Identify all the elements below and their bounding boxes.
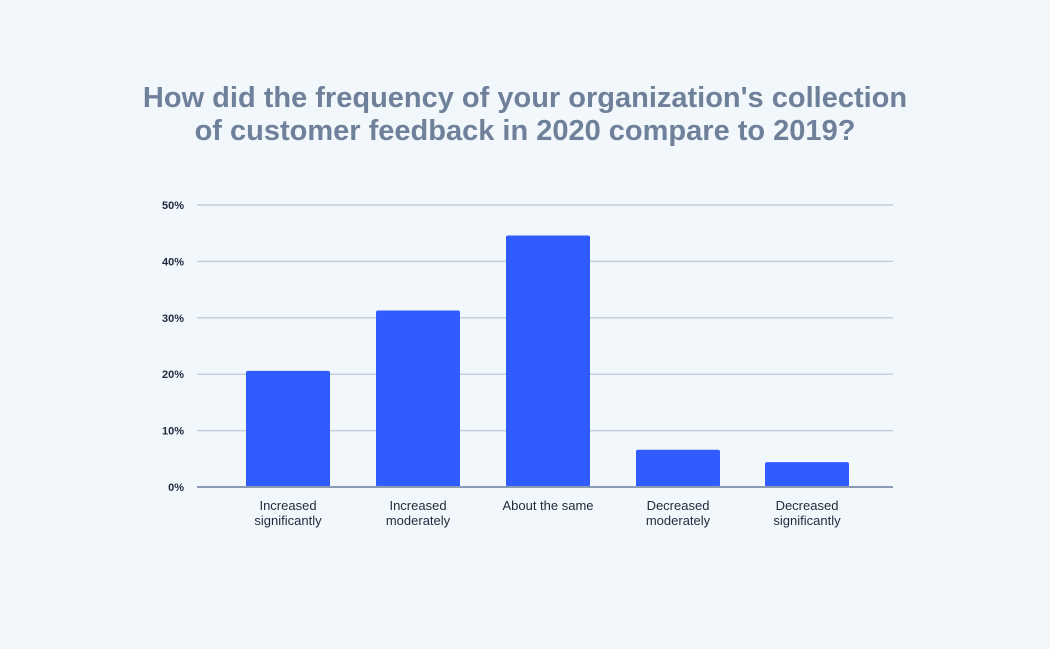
bar-1 [246,370,330,487]
chart-title: How did the frequency of your organizati… [142,82,908,147]
bar-5 [765,462,849,487]
bar-2 [376,310,460,487]
y-tick-label-20: 20% [162,369,184,381]
y-tick-label-50: 50% [162,200,184,212]
y-tick-label-10: 10% [162,426,184,438]
y-tick-label-0: 0% [168,482,184,494]
x-tick-label-1: Increased significantly [254,498,322,528]
y-tick-label-30: 30% [162,313,184,325]
x-tick-label-2: Increased moderately [386,498,451,528]
x-tick-label-3: About the same [502,498,593,513]
y-tick-label-40: 40% [162,256,184,268]
x-tick-label-5: Decreased significantly [773,498,841,528]
bar-4 [636,449,720,487]
bar-3 [506,235,590,487]
x-axis-labels: Increased significantly Increased moderatel… [254,498,841,528]
x-tick-label-4: Decreased moderately [646,498,711,528]
y-axis-ticks: 0% 10% 20% 30% 40% 50% [162,200,184,494]
bars [246,235,849,487]
